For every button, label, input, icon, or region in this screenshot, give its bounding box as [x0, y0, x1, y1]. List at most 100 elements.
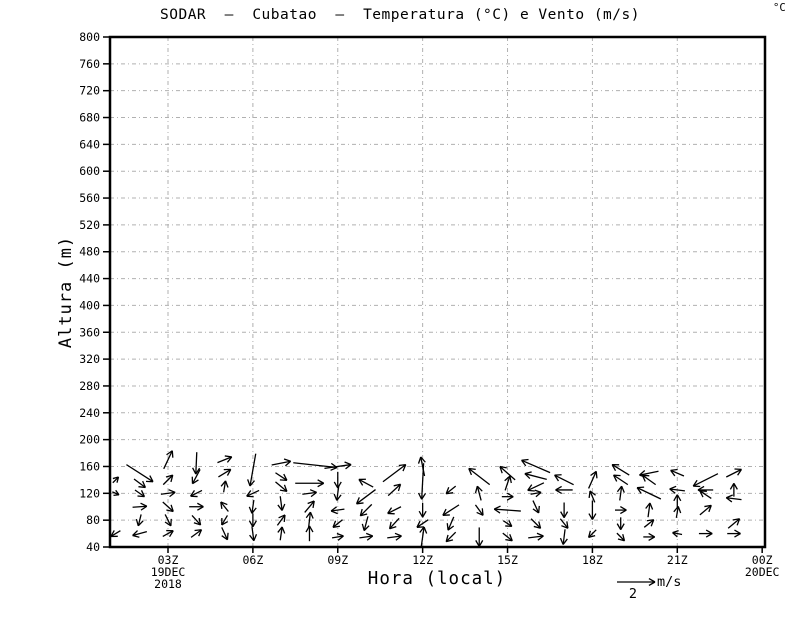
wind-vector-head: [641, 474, 646, 482]
wind-vector-head: [521, 459, 527, 467]
wind-vector: [447, 516, 455, 531]
y-tick-label: 640: [79, 137, 100, 151]
temperature-unit-note: °C: [773, 2, 786, 14]
wind-vector-head: [138, 486, 146, 489]
wind-vector: [670, 469, 685, 477]
wind-vector-head: [423, 526, 428, 534]
wind-vector-head: [506, 492, 514, 498]
wind-vector: [476, 486, 482, 501]
wind-vector-head: [648, 532, 656, 538]
wind-vector-head: [595, 471, 598, 479]
y-tick-label: 240: [79, 406, 100, 420]
wind-vector-head: [734, 533, 741, 538]
wind-vector: [279, 496, 283, 511]
wind-vector-head: [394, 532, 402, 537]
wind-vector-head: [416, 520, 421, 528]
wind-vector-head: [419, 526, 425, 533]
wind-vector-head: [226, 469, 232, 476]
wind-vector: [358, 478, 374, 488]
wind-vector-head: [336, 532, 344, 537]
wind-vector-head: [499, 466, 503, 474]
wind-vector-head: [562, 538, 568, 545]
wind-vector-head: [642, 474, 650, 477]
wind-vector: [251, 526, 255, 541]
wind-vector: [336, 486, 340, 501]
wind-vector-head: [330, 510, 338, 515]
wind-vector: [504, 475, 511, 491]
wind-vector: [562, 529, 566, 545]
wind-vector: [356, 489, 376, 505]
wind-vector: [332, 519, 343, 528]
wind-vector-head: [165, 474, 173, 478]
wind-vector-head: [140, 502, 148, 507]
wind-vector-head: [527, 484, 533, 491]
wind-vector-head: [366, 535, 374, 541]
wind-vector: [164, 514, 172, 527]
wind-vector-head: [534, 489, 542, 493]
wind-vector-head: [587, 530, 591, 538]
wind-vector: [162, 474, 174, 486]
wind-vector-head: [359, 508, 363, 516]
wind-vector-head: [312, 500, 315, 509]
wind-vector: [692, 473, 719, 487]
wind-vector-head: [402, 464, 407, 472]
wind-vector: [421, 463, 425, 500]
wind-vector-head: [198, 529, 203, 537]
wind-vector-head: [281, 503, 286, 511]
wind-vector-head: [132, 530, 139, 536]
wind-vector: [387, 506, 402, 514]
wind-vector-head: [620, 506, 627, 511]
wind-vector-head: [697, 485, 705, 491]
x-tick-label: 06Z: [242, 553, 263, 567]
wind-vector: [110, 530, 121, 537]
wind-vector-head: [333, 493, 338, 501]
wind-vector-head: [538, 505, 540, 513]
wind-vector: [112, 476, 119, 484]
wind-vector-head: [468, 467, 476, 471]
reference-vector-arrow-head: [648, 581, 656, 587]
wind-vector-head: [166, 450, 173, 456]
wind-vector-head: [116, 476, 120, 483]
wind-vector-head: [283, 484, 288, 492]
wind-vector-head: [524, 473, 531, 480]
wind-vector-head: [249, 480, 256, 487]
wind-vector: [195, 452, 198, 475]
wind-vector-head: [737, 469, 743, 476]
wind-vector: [725, 468, 742, 478]
wind-vector-head: [563, 511, 569, 519]
wind-vector-head: [611, 464, 617, 472]
wind-vector-head: [446, 539, 454, 543]
wind-vector-head: [692, 479, 698, 487]
wind-vector-head: [220, 501, 223, 510]
wind-vector: [675, 506, 679, 518]
wind-vector-head: [699, 490, 704, 498]
wind-vector-head: [355, 497, 360, 505]
wind-vector: [524, 473, 547, 481]
wind-vector: [221, 527, 229, 541]
wind-vector-head: [398, 463, 406, 467]
date-label: 19DEC: [151, 565, 186, 579]
wind-vector-head: [308, 525, 314, 533]
wind-vector-head: [736, 518, 741, 526]
wind-vector-head: [476, 511, 484, 516]
wind-vector-head: [192, 467, 197, 475]
wind-vector-head: [115, 489, 120, 496]
wind-vector-head: [317, 479, 325, 484]
wind-vector: [222, 480, 227, 493]
wind-vector-head: [524, 471, 532, 475]
x-tick-label: 12Z: [412, 553, 433, 567]
wind-vector: [133, 478, 146, 489]
wind-vector-head: [442, 508, 447, 516]
wind-vector-head: [732, 518, 740, 521]
wind-vector: [699, 490, 712, 499]
wind-vector-head: [621, 485, 625, 493]
wind-vector-head: [729, 482, 735, 490]
wind-vector: [528, 535, 544, 539]
wind-vector-head: [555, 485, 562, 491]
wind-vector-head: [648, 536, 656, 541]
wind-vector: [554, 474, 574, 486]
wind-vector: [641, 474, 657, 486]
wind-vector-head: [332, 525, 341, 528]
wind-vector: [191, 514, 202, 526]
